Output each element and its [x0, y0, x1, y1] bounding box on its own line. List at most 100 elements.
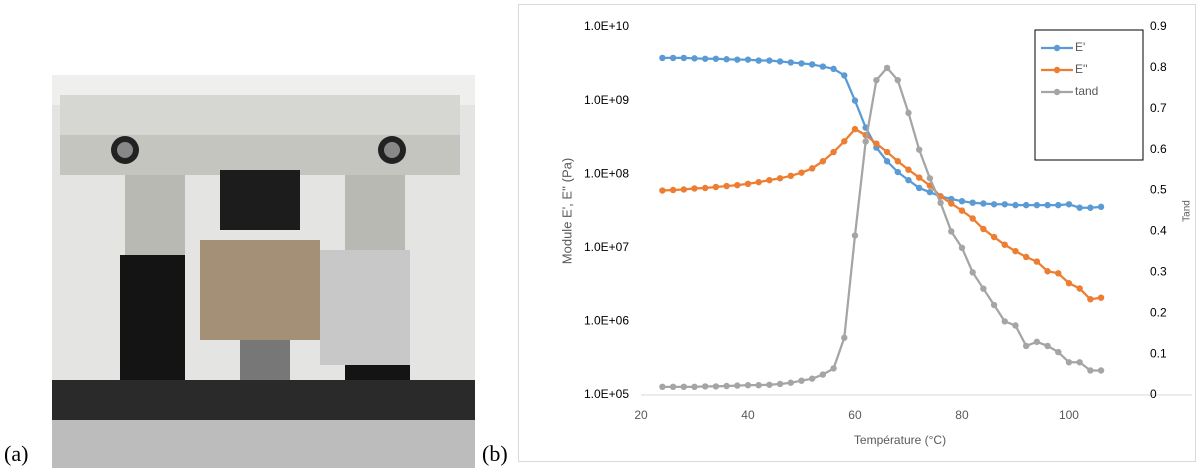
data-point [948, 195, 955, 203]
photo [52, 75, 475, 468]
data-point [734, 56, 741, 63]
legend-label: E' [1075, 40, 1085, 54]
data-point [841, 138, 848, 145]
data-point [669, 54, 677, 62]
data-point [1022, 201, 1030, 209]
data-point [1097, 294, 1105, 301]
y2-tick-label: 0.6 [1150, 142, 1167, 156]
data-point [819, 371, 827, 378]
data-point [862, 138, 869, 145]
data-point [680, 186, 687, 193]
data-point [691, 185, 698, 192]
data-point [691, 383, 698, 391]
data-point [669, 383, 677, 391]
data-point [905, 166, 912, 173]
data-point [744, 180, 752, 188]
data-point [905, 109, 912, 117]
data-point [873, 140, 880, 147]
y2-tick-label: 0.3 [1150, 265, 1167, 279]
data-point [915, 184, 923, 192]
data-point [905, 176, 912, 184]
data-point [787, 379, 794, 386]
y2-tick-label: 0 [1150, 387, 1157, 401]
data-point [659, 54, 666, 62]
data-point [766, 57, 773, 64]
data-point [766, 176, 773, 184]
data-point [969, 269, 976, 276]
data-point [841, 334, 848, 341]
data-point [1076, 359, 1083, 366]
x-tick-label: 40 [741, 408, 755, 422]
y2-tick-label: 0.4 [1150, 224, 1167, 238]
x-tick-label: 80 [955, 408, 969, 422]
legend-marker [1053, 88, 1061, 96]
y2-tick-label: 0.2 [1150, 305, 1167, 319]
data-point [734, 382, 741, 389]
data-point [1087, 367, 1094, 374]
data-point [680, 383, 687, 391]
y2-tick-label: 0.9 [1150, 19, 1167, 33]
y2-tick-label: 0.1 [1150, 346, 1167, 360]
data-point [1012, 322, 1019, 329]
data-point [808, 165, 816, 172]
data-point [1033, 338, 1041, 346]
data-point [819, 63, 827, 70]
data-point [1076, 285, 1083, 292]
data-point [712, 183, 720, 191]
data-point [723, 182, 730, 190]
data-point [926, 188, 934, 196]
data-point [1012, 247, 1019, 255]
y-tick-label: 1.0E+07 [584, 240, 629, 254]
data-point [744, 56, 752, 63]
data-point [830, 148, 837, 156]
legend-marker [1053, 66, 1061, 74]
data-point [969, 199, 976, 206]
data-point [990, 301, 998, 309]
data-point [969, 215, 976, 222]
y2-tick-label: 0.8 [1150, 60, 1167, 74]
data-point [798, 60, 805, 67]
data-point [894, 158, 901, 165]
data-point [1055, 348, 1062, 356]
data-point [883, 64, 891, 72]
data-point [915, 146, 923, 153]
data-point [1022, 342, 1030, 350]
legend-label: E'' [1075, 62, 1088, 76]
panel-label: (a) [4, 441, 28, 466]
data-point [873, 76, 880, 84]
data-point [1055, 201, 1062, 209]
data-point [787, 172, 794, 180]
data-point [1076, 204, 1083, 211]
data-point [1097, 203, 1105, 211]
data-point [1044, 268, 1051, 275]
data-point [980, 285, 987, 292]
data-point [1044, 342, 1051, 350]
data-point [1001, 241, 1008, 248]
data-point [980, 225, 987, 233]
data-point [787, 59, 794, 66]
y2-axis-title: Tand [1182, 200, 1193, 222]
data-point [701, 383, 709, 390]
data-point [766, 381, 773, 388]
data-point [1065, 280, 1073, 287]
data-point [1055, 270, 1062, 277]
data-point [1001, 318, 1008, 325]
data-point [1033, 258, 1041, 265]
x-tick-label: 60 [848, 408, 862, 422]
data-point [701, 55, 709, 62]
data-point [776, 380, 784, 388]
data-point [776, 58, 784, 65]
data-point [851, 232, 859, 239]
data-point [712, 383, 720, 390]
data-point [926, 175, 934, 182]
data-point [723, 382, 730, 390]
data-point [734, 181, 741, 189]
data-point [1087, 204, 1094, 211]
data-point [712, 55, 720, 62]
data-point [1097, 367, 1105, 374]
data-point [1044, 201, 1051, 209]
y-tick-label: 1.0E+09 [584, 93, 629, 107]
data-point [755, 178, 762, 186]
y-tick-label: 1.0E+06 [584, 314, 629, 328]
